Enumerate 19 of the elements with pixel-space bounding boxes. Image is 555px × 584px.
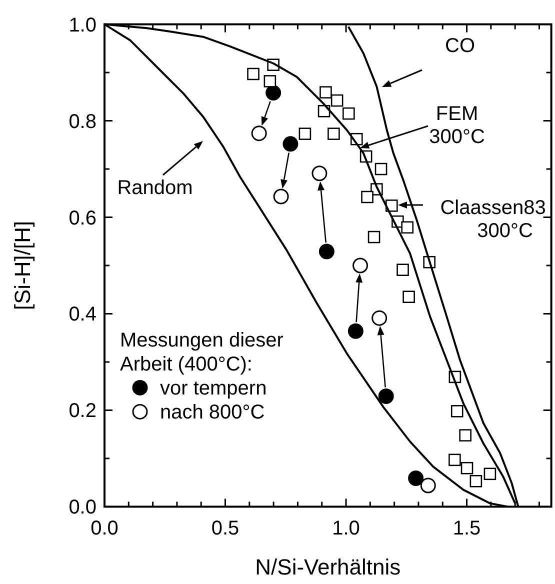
- y-tick-label: 0.6: [68, 207, 96, 230]
- y-tick-label: 0.2: [68, 400, 96, 422]
- y-tick-label: 0.0: [68, 496, 96, 519]
- annotation: FEM 300°C: [429, 103, 485, 148]
- annotation: Claassen83 300°C: [440, 197, 546, 242]
- legend-label: nach 800°C: [160, 402, 265, 424]
- x-tick-label: 0.5: [211, 518, 240, 540]
- x-tick-label: 1.5: [452, 518, 481, 540]
- y-axis-title: [Si-H]/[H]: [10, 220, 35, 310]
- annotation: CO: [445, 35, 475, 57]
- legend-title: Messungen dieser Arbeit (400°C):: [120, 330, 284, 376]
- legend-label: vor tempern: [160, 378, 267, 400]
- x-axis-title: N/Si-Verhältnis: [255, 554, 401, 580]
- y-tick-label: 0.8: [68, 110, 96, 133]
- annotation: Random: [117, 177, 193, 199]
- x-tick-label: 1.0: [332, 518, 360, 540]
- y-tick-label: 1.0: [68, 14, 96, 36]
- y-tick-label: 0.4: [68, 304, 96, 326]
- x-tick-label: 0.0: [90, 518, 118, 540]
